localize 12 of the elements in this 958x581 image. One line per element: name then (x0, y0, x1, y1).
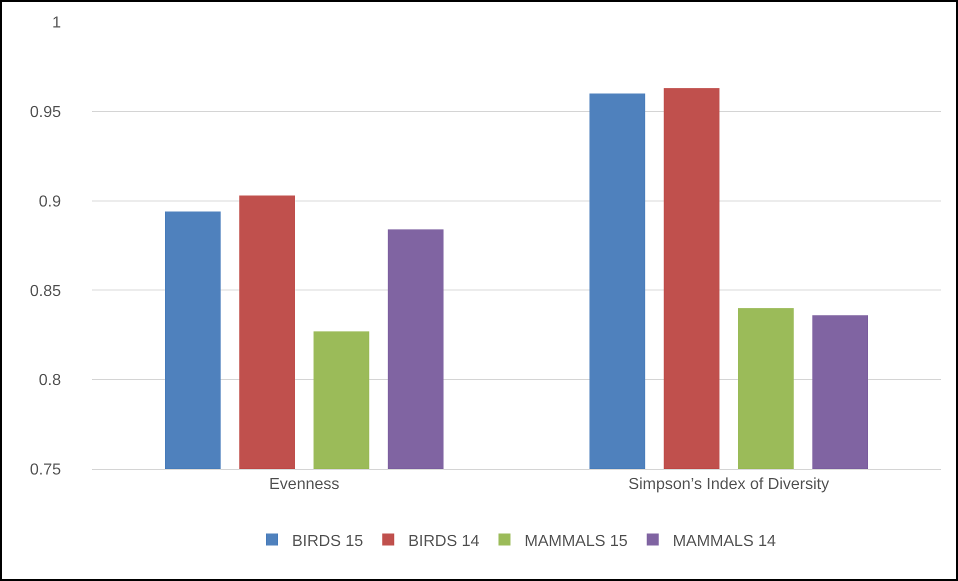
y-tick-label: 0.8 (38, 372, 62, 390)
legend-label: BIRDS 15 (292, 532, 364, 550)
y-tick-label: 0.75 (30, 462, 62, 479)
x-tick-label: Evenness (269, 476, 340, 494)
legend-label: MAMMALS 14 (672, 532, 776, 550)
legend-label: BIRDS 14 (408, 532, 480, 550)
y-tick-label: 0.9 (38, 193, 62, 210)
x-tick-label: Simpson’s Index of Diversity (628, 476, 830, 494)
y-tick-label: 0.85 (30, 282, 62, 300)
y-tick-label: 0.95 (30, 104, 62, 121)
y-tick-label: 1 (52, 14, 62, 32)
legend-label: MAMMALS 15 (524, 532, 628, 550)
